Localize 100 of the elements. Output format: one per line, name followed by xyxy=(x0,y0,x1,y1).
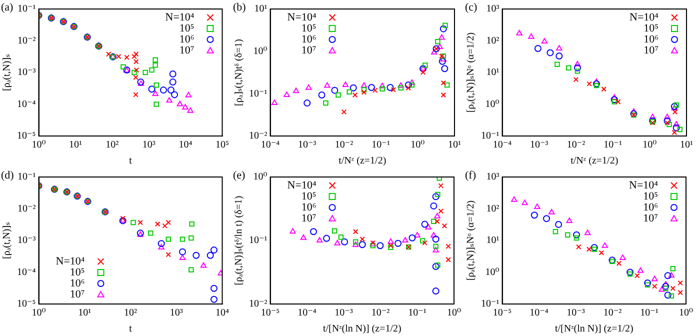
x-tick-label: 10⁰ xyxy=(410,140,425,151)
y-tick-label: 10⁻² xyxy=(17,203,36,214)
x-axis-title: t/[Nᶻ(ln N)] (z=1/2) xyxy=(322,324,402,335)
x-tick-label: 10² xyxy=(124,308,138,319)
y-tick-label: 10⁻³ xyxy=(17,235,36,246)
x-tick-label: 10⁻¹ xyxy=(604,140,622,151)
legend-label: 10⁵ xyxy=(301,190,316,202)
y-tick-label: 10⁰ xyxy=(485,266,500,278)
y-axis-title: [ρₐ(t,N)]ₛNᵅ (α=1/2) xyxy=(466,200,477,281)
y-tick-label: 10² xyxy=(486,35,500,46)
y-tick-label: 10⁻³ xyxy=(17,67,36,78)
legend-label: 10⁷ xyxy=(644,44,659,56)
y-tick-label: 10⁻⁵ xyxy=(17,298,36,310)
x-tick-label: 10¹ xyxy=(68,140,82,151)
y-tick-label: 10⁰ xyxy=(253,46,268,57)
legend-label: N=10⁴ xyxy=(630,11,659,24)
x-tick-label: 10⁻⁵ xyxy=(260,308,280,319)
x-tick-label: 10¹ xyxy=(448,140,461,151)
y-tick-label: 10⁰ xyxy=(485,98,500,110)
y-axis-title: [ρₐ(t,N)]ₛNᵅ (α=1/2) xyxy=(466,32,477,113)
y-tick-label: 10¹ xyxy=(486,67,500,78)
x-tick-label: 10⁰ xyxy=(32,308,46,319)
legend-label: 10⁵ xyxy=(301,22,316,34)
x-axis-title: t xyxy=(129,324,132,335)
y-axis-title: [ρₐ]ₛ(t,N)tᵟ (δ=1) xyxy=(234,39,245,106)
text: (d) xyxy=(1,169,14,182)
x-tick-label: 10⁻³ xyxy=(298,140,316,151)
legend-label: N=10⁴ xyxy=(287,179,316,192)
y-axis-title: [ρₐ(t,N)]ₛ xyxy=(2,54,13,91)
y-tick-label: 10⁻¹ xyxy=(17,172,36,183)
y-axis-title: [ρₐ(t,N)]ₛ xyxy=(2,222,13,259)
legend-label: N=10⁴ xyxy=(629,179,658,192)
x-tick-label: 10⁻¹ xyxy=(408,308,426,319)
y-tick-label: 10⁻⁴ xyxy=(17,266,36,278)
y-tick-label: 10² xyxy=(486,203,500,214)
legend-label: 10⁷ xyxy=(301,212,316,224)
x-tick-label: 10⁻¹ xyxy=(640,308,658,319)
x-tick-label: 10⁻³ xyxy=(566,308,585,319)
x-tick-label: 10⁵ xyxy=(216,140,230,151)
legend-label: 10⁷ xyxy=(70,288,85,300)
x-tick-label: 10³ xyxy=(170,308,183,319)
legend-label: 10⁵ xyxy=(179,22,194,34)
x-tick-label: 10⁻⁴ xyxy=(530,308,549,319)
x-tick-label: 10⁰ xyxy=(32,140,46,151)
x-tick-label: 10³ xyxy=(142,140,156,151)
x-tick-label: 10⁻² xyxy=(603,308,622,319)
legend-label: 10⁶ xyxy=(301,33,316,46)
legend-label: 10⁶ xyxy=(643,201,658,214)
x-tick-label: 10⁰ xyxy=(446,308,462,319)
legend-label: N=10⁴ xyxy=(165,11,194,24)
legend-label: 10⁵ xyxy=(70,266,85,278)
y-tick-label: 10⁻¹ xyxy=(17,4,36,15)
y-tick-label: 10³ xyxy=(486,172,500,183)
legend-label: 10⁷ xyxy=(301,44,316,56)
x-tick-label: 10⁴ xyxy=(178,140,193,151)
y-tick-label: 10⁻² xyxy=(248,298,268,310)
x-tick-label: 10⁻³ xyxy=(530,140,548,151)
legend-label: 10⁶ xyxy=(179,33,194,46)
y-tick-label: 10³ xyxy=(486,4,500,15)
x-tick-label: 10¹ xyxy=(680,140,693,151)
y-tick-label: 10⁻¹ xyxy=(480,298,500,310)
text: (e) xyxy=(233,169,246,182)
x-tick-label: 10⁻¹ xyxy=(372,140,390,151)
legend-label: 10⁶ xyxy=(644,33,659,46)
x-tick-label: 10⁻⁴ xyxy=(298,308,317,319)
x-axis-title: t/Nᶻ (z=1/2) xyxy=(338,156,386,167)
legend-label: N=10⁴ xyxy=(56,255,85,268)
x-tick-label: 10⁻³ xyxy=(334,308,353,319)
x-tick-label: 10⁻² xyxy=(566,140,586,151)
text: (a) xyxy=(1,1,14,14)
x-axis-title: t/[Nᶻ(ln N)] (z=1/2) xyxy=(554,324,634,335)
y-tick-label: 10¹ xyxy=(486,235,500,246)
y-tick-label: 10⁻⁴ xyxy=(17,98,36,110)
x-tick-label: 10² xyxy=(106,140,119,151)
legend-label: 10⁵ xyxy=(643,190,658,202)
text: (f) xyxy=(465,169,476,182)
x-axis-title: t/Nᶻ (z=1/2) xyxy=(570,156,618,167)
text: (c) xyxy=(465,1,478,14)
x-tick-label: 10⁻² xyxy=(371,308,390,319)
y-tick-label: 10⁻¹ xyxy=(480,130,500,142)
legend-label: 10⁷ xyxy=(643,212,658,224)
x-axis-title: t xyxy=(129,156,132,167)
y-tick-label: 10¹ xyxy=(254,4,268,15)
y-tick-label: 10⁻¹ xyxy=(248,235,268,246)
x-tick-label: 10⁰ xyxy=(678,308,694,319)
legend-label: 10⁷ xyxy=(179,44,194,56)
y-tick-label: 10⁻² xyxy=(248,130,268,142)
x-tick-label: 10⁰ xyxy=(642,140,657,151)
y-axis-title: [ρₐ(t,N)]ₛ(tᵟ/ln t) (δ=1) xyxy=(234,196,245,286)
legend-label: N=10⁴ xyxy=(287,11,316,24)
text: (b) xyxy=(233,1,246,14)
legend-label: 10⁶ xyxy=(70,277,85,290)
x-tick-label: 10¹ xyxy=(78,308,92,319)
x-tick-label: 10⁻⁴ xyxy=(260,140,280,151)
y-tick-label: 10⁻¹ xyxy=(248,88,268,100)
y-tick-label: 10⁻² xyxy=(17,35,36,46)
x-tick-label: 10⁴ xyxy=(216,308,230,319)
y-tick-label: 10⁰ xyxy=(253,172,268,183)
legend-label: 10⁵ xyxy=(644,22,659,34)
legend-label: 10⁶ xyxy=(301,201,316,214)
